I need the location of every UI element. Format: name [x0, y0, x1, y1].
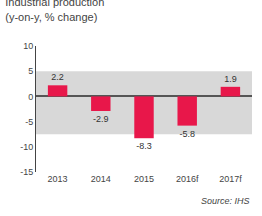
svg-text:2013: 2013 — [48, 174, 68, 184]
svg-text:2014: 2014 — [91, 174, 111, 184]
svg-text:10: 10 — [23, 41, 33, 51]
svg-text:1.9: 1.9 — [224, 74, 237, 84]
svg-text:-5.8: -5.8 — [179, 129, 195, 139]
svg-text:0: 0 — [28, 92, 33, 102]
svg-text:2015: 2015 — [134, 174, 154, 184]
svg-text:-15: -15 — [20, 167, 33, 177]
svg-text:-8.3: -8.3 — [136, 141, 152, 151]
svg-text:5: 5 — [28, 66, 33, 76]
svg-text:2016f: 2016f — [176, 174, 199, 184]
svg-text:2017f: 2017f — [219, 174, 242, 184]
svg-text:-2.9: -2.9 — [93, 114, 109, 124]
svg-text:Industrial production(y-on-y,: Industrial production(y-on-y, % change) — [5, 0, 104, 23]
svg-text:-5: -5 — [25, 117, 33, 127]
svg-text:Source: IHS: Source: IHS — [201, 196, 250, 206]
svg-text:2.2: 2.2 — [51, 72, 64, 82]
svg-text:-10: -10 — [20, 142, 33, 152]
